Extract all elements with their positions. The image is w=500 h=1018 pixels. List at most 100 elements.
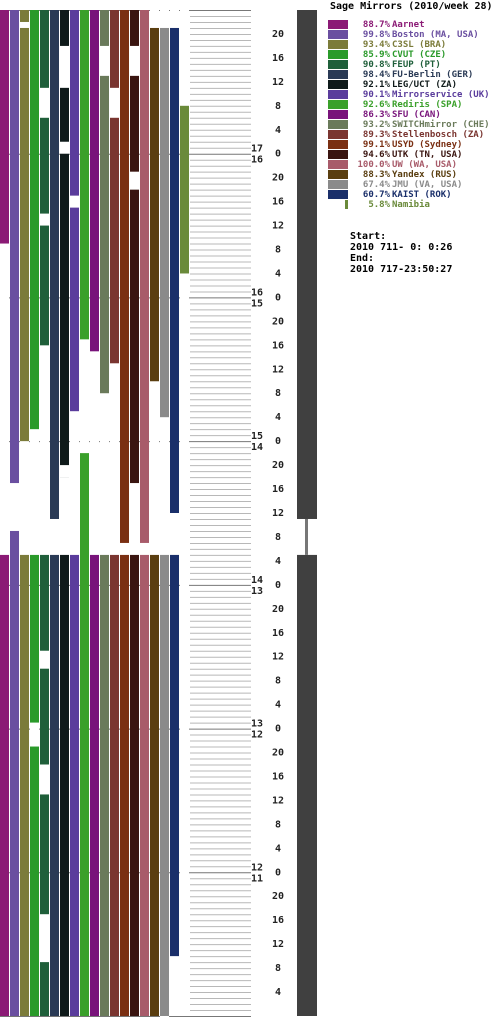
downtime-gap — [110, 363, 119, 555]
hour-tick-label: 0 — [275, 867, 281, 878]
hour-tick-label: 20 — [272, 29, 284, 40]
legend-percent: 89.3% — [362, 130, 390, 140]
start-value: 2010 711- 0: 0:26 — [350, 242, 453, 253]
legend-swatch — [328, 90, 348, 99]
downtime-gap — [60, 141, 69, 154]
downtime-gap — [180, 10, 189, 106]
legend-swatch — [328, 180, 348, 189]
legend-series-name: USYD (Sydney) — [392, 140, 463, 150]
legend-swatch — [328, 100, 348, 109]
downtime-gap — [60, 477, 69, 555]
downtime-gap — [40, 914, 49, 963]
legend-percent: 99.1% — [362, 140, 390, 150]
legend-series-name: Aarnet — [392, 20, 425, 30]
legend-series-name: C3SL (BRA) — [392, 40, 447, 50]
downtime-gap — [20, 441, 29, 555]
day-label: 15 — [251, 298, 263, 309]
legend-percent: 85.9% — [362, 50, 390, 60]
hour-tick-label: 8 — [275, 532, 281, 543]
downtime-gap — [130, 171, 139, 190]
downtime-gap — [160, 1016, 169, 1018]
downtime-gap — [40, 345, 49, 555]
legend-percent: 67.4% — [362, 180, 390, 190]
day-label: 13 — [251, 586, 263, 597]
legend-swatch — [328, 140, 348, 149]
day-label: 16 — [251, 155, 263, 166]
legend-swatch — [328, 110, 348, 119]
legend-percent: 100.0% — [357, 160, 390, 170]
hour-tick-label: 4 — [275, 412, 281, 423]
hour-tick-label: 20 — [272, 604, 284, 615]
legend-series-name: Yandex (RUS) — [392, 170, 458, 180]
hour-tick-label: 0 — [275, 580, 281, 591]
legend-swatch — [328, 20, 348, 29]
hour-tick-label: 4 — [275, 987, 281, 998]
hour-tick-label: 4 — [275, 556, 281, 567]
downtime-gap — [0, 243, 9, 555]
legend-percent: 98.4% — [362, 70, 390, 80]
legend-series-name: SFU (CAN) — [392, 110, 441, 120]
start-label: Start: — [350, 231, 387, 242]
legend-swatch — [328, 190, 348, 199]
legend-percent: 88.7% — [362, 20, 390, 30]
day-label: 16 — [251, 287, 263, 298]
downtime-gap — [120, 542, 129, 555]
downtime-gap — [40, 213, 49, 226]
legend-percent: 92.1% — [362, 80, 390, 90]
hour-tick-label: 4 — [275, 268, 281, 279]
legend-series-name: LEG/UCT (ZA) — [392, 80, 458, 90]
legend-series-name: UTK (TN, USA) — [392, 150, 463, 160]
hour-tick-label: 12 — [272, 795, 284, 806]
day-label: 17 — [251, 144, 263, 155]
chart-title: Sage Mirrors (2010/week 28) — [330, 1, 493, 12]
downtime-gap — [80, 339, 89, 454]
hour-tick-label: 20 — [272, 173, 284, 184]
downtime-gap — [170, 10, 179, 28]
overview-min — [305, 518, 308, 555]
downtime-gap — [140, 542, 149, 555]
hour-tick-label: 0 — [275, 724, 281, 735]
downtime-gap — [40, 650, 49, 669]
legend-series-name: SWITCHmirror (CHE) — [392, 120, 490, 130]
legend-swatch — [345, 200, 348, 209]
legend-percent: 86.3% — [362, 110, 390, 120]
hour-tick-label: 16 — [272, 915, 284, 926]
legend-percent: 90.8% — [362, 60, 390, 70]
downtime-gap — [100, 393, 109, 555]
day-label: 14 — [251, 442, 263, 453]
downtime-gap — [20, 21, 29, 28]
legend-swatch — [328, 70, 348, 79]
downtime-gap — [50, 518, 59, 555]
day-label: 12 — [251, 862, 263, 873]
hour-tick-label: 8 — [275, 819, 281, 830]
legend-swatch — [328, 120, 348, 129]
hour-tick-label: 8 — [275, 245, 281, 256]
downtime-gap — [70, 195, 79, 208]
hour-tick-label: 12 — [272, 77, 284, 88]
downtime-gap — [90, 351, 99, 555]
legend-series-name: FEUP (PT) — [392, 60, 441, 70]
downtime-gap — [150, 381, 159, 555]
hour-tick-label: 0 — [275, 149, 281, 160]
legend-swatch — [328, 170, 348, 179]
hour-tick-label: 8 — [275, 388, 281, 399]
hour-tick-label: 16 — [272, 771, 284, 782]
uptime-bar — [80, 10, 89, 1016]
legend-swatch — [328, 30, 348, 39]
day-label: 11 — [251, 873, 263, 884]
downtime-gap — [170, 513, 179, 555]
downtime-gap — [10, 483, 19, 531]
downtime-gap — [60, 465, 69, 478]
hour-tick-label: 4 — [275, 843, 281, 854]
hour-tick-label: 4 — [275, 125, 281, 136]
legend-percent: 60.7% — [362, 190, 390, 200]
legend-percent: 99.8% — [362, 30, 390, 40]
hour-tick-label: 16 — [272, 340, 284, 351]
hour-tick-label: 12 — [272, 364, 284, 375]
legend-series-name: Namibia — [392, 200, 430, 210]
hour-tick-label: 20 — [272, 891, 284, 902]
legend-series-name: Boston (MA, USA) — [392, 30, 479, 40]
hour-tick-label: 8 — [275, 963, 281, 974]
legend-series-name: Rediris (SPA) — [392, 100, 463, 110]
